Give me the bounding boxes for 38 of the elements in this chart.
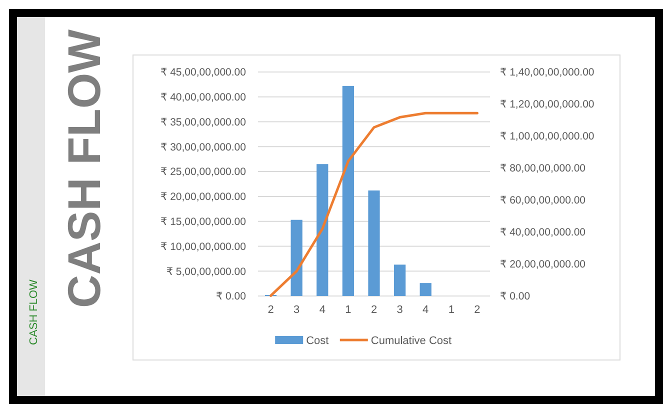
legend-label: Cost (306, 334, 329, 347)
y-tick-label: ₹ 45,00,00,000.00 (160, 66, 246, 79)
y-tick-label: ₹ 0.00 (216, 290, 246, 303)
y-tick-label: ₹ 35,00,00,000.00 (160, 116, 246, 128)
y2-tick-label: ₹ 1,00,00,00,000.00 (500, 130, 594, 143)
y2-tick-label: ₹ 20,00,00,000.00 (500, 258, 586, 271)
bar (316, 164, 328, 296)
y2-tick-label: ₹ 0.00 (500, 290, 530, 303)
y2-tick-label: ₹ 80,00,00,000.00 (500, 162, 586, 175)
bar (394, 264, 406, 296)
text: CASH FLOW (58, 28, 110, 308)
y2-tick-label: ₹ 40,00,00,000.00 (500, 226, 586, 239)
y-tick-label: ₹ 40,00,00,000.00 (160, 92, 246, 104)
legend-label: Cumulative Cost (370, 334, 452, 347)
text: CASH FLOW (28, 278, 40, 345)
x-tick-label: 2 (370, 304, 378, 316)
x-tick-label: 2 (474, 304, 480, 316)
x-tick-label: 1 (448, 304, 454, 316)
x-tick-label: 3 (294, 304, 300, 316)
y-tick-label: ₹ 30,00,00,000.00 (160, 141, 246, 154)
y-tick-label: ₹ 25,00,00,000.00 (160, 166, 246, 178)
y-tick-label: ₹ 15,00,00,000.00 (160, 216, 246, 228)
bar (342, 86, 354, 296)
bar (420, 283, 432, 296)
x-tick-label: 1 (345, 304, 352, 316)
y-tick-label: ₹ 20,00,00,000.00 (160, 191, 246, 204)
y2-tick-label: ₹ 1,20,00,00,000.00 (500, 98, 594, 111)
y-tick-label: ₹ 5,00,00,000.00 (166, 266, 246, 278)
y2-tick-label: ₹ 60,00,00,000.00 (500, 194, 586, 207)
x-tick-label: 2 (268, 304, 274, 316)
y-tick-label: ₹ 10,00,00,000.00 (160, 240, 246, 253)
x-tick-label: 4 (319, 304, 326, 316)
line-series (270, 112, 478, 297)
x-tick-label: 3 (396, 304, 403, 316)
x-tick-label: 4 (422, 304, 429, 316)
bar (368, 190, 380, 296)
bar (290, 220, 302, 296)
y2-tick-label: ₹ 1,40,00,00,000.00 (500, 66, 594, 79)
